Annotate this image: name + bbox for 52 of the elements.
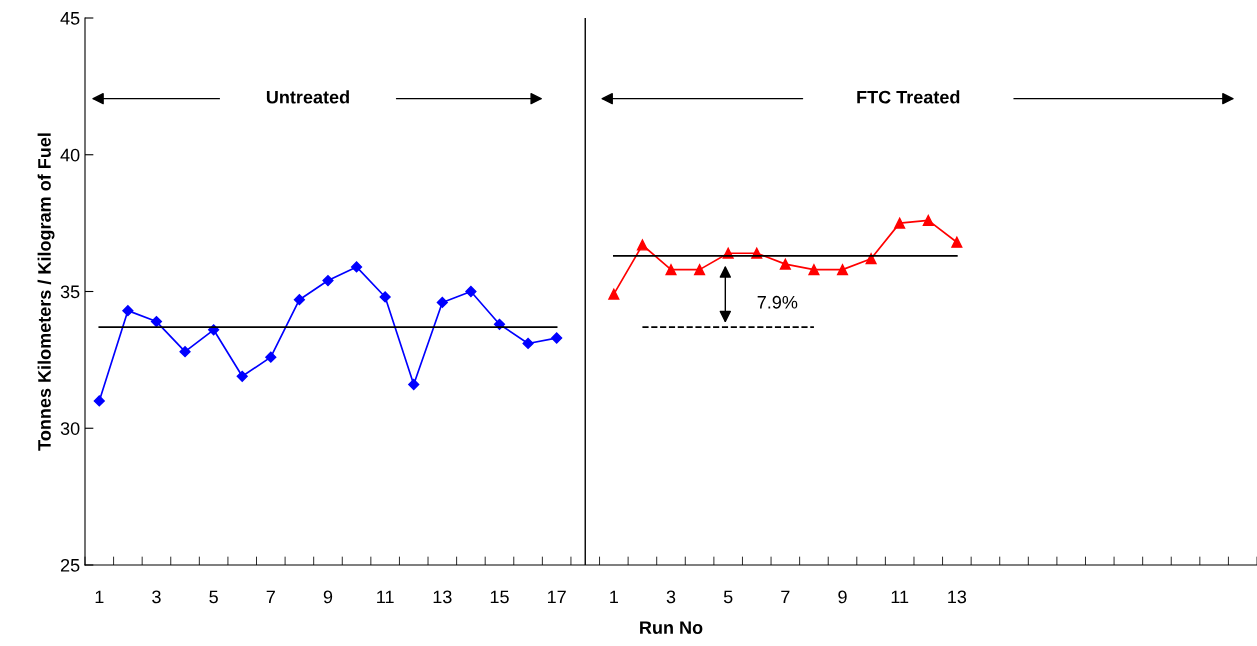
x-tick-label: 5 [723,590,733,604]
y-axis-title: Tonnes Kilometers / Kilogram of Fuel [37,133,55,451]
point [865,253,877,265]
point [636,239,648,251]
point [779,258,791,270]
x-tick-label: 5 [209,590,218,604]
y-tick-label: 35 [60,285,80,299]
x-tick-label: 13 [948,590,967,604]
point [808,264,820,276]
point [694,264,706,276]
point [265,351,277,363]
x-tick-label: 7 [781,590,790,604]
point [665,264,677,276]
point [551,332,563,344]
annotation: Untreated [266,90,349,104]
x-tick-label: 7 [266,590,275,604]
point [350,261,363,273]
y-tick-label: 25 [60,558,80,572]
point [608,288,620,300]
point [236,370,248,382]
annotation: FTC Treated [857,90,960,104]
point [179,346,191,358]
point [379,291,391,303]
y-tick-label: 40 [60,148,80,162]
x-axis-title: Run No [640,621,703,634]
x-tick-label: 3 [666,590,676,604]
point [522,337,534,350]
point [465,285,477,298]
x-tick-label: 15 [490,590,509,604]
point [408,378,420,391]
point [122,305,134,317]
x-tick-label: 13 [433,590,452,604]
x-tick-label: 3 [152,590,161,604]
point [951,236,963,248]
point [150,315,163,328]
point [293,294,305,306]
point [922,214,934,226]
x-tick-label: 17 [547,590,566,604]
x-tick-label: 11 [377,590,394,604]
x-tick-label: 11 [891,590,909,604]
x-tick-label: 1 [610,590,618,604]
point [322,274,334,287]
x-tick-label: 9 [323,590,333,604]
y-tick-label: 45 [60,12,80,25]
x-tick-label: 9 [838,590,847,604]
point [836,264,849,276]
annotation: 7.9% [757,295,798,309]
point [436,296,448,309]
point [93,395,105,407]
x-tick-label: 1 [95,590,104,604]
y-tick-label: 30 [60,422,80,435]
point [894,217,906,229]
